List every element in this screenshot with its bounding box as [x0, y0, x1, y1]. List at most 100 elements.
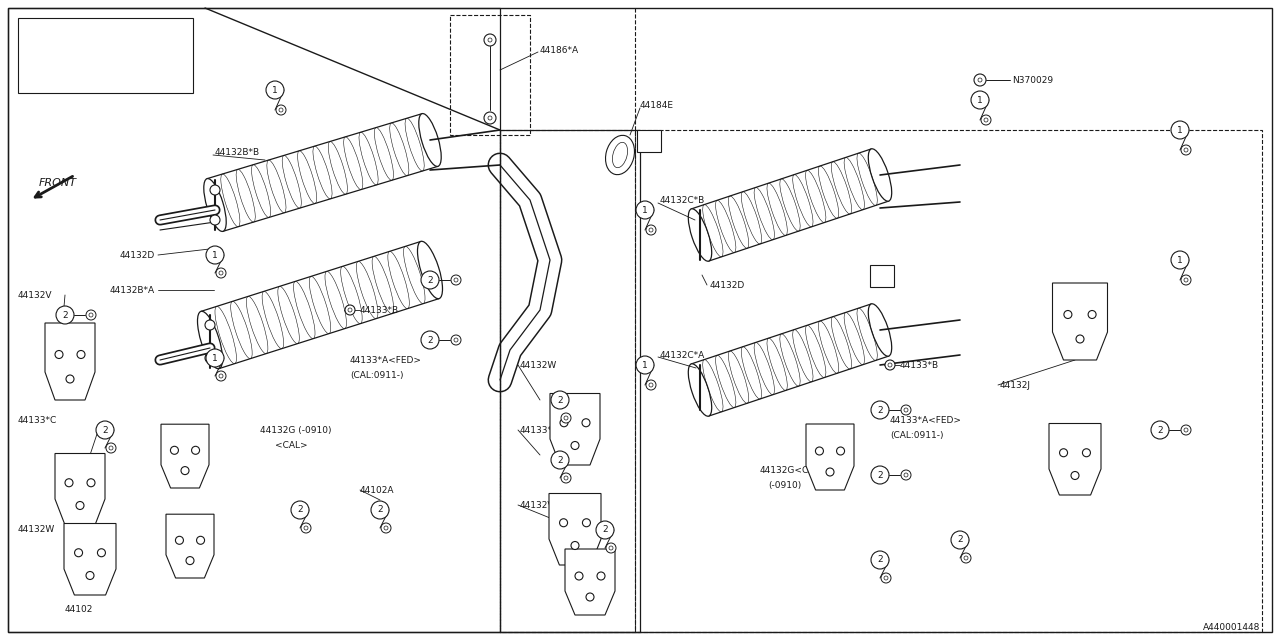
- Circle shape: [219, 374, 223, 378]
- Text: 1: 1: [212, 353, 218, 362]
- Circle shape: [90, 313, 93, 317]
- Text: 2: 2: [957, 536, 963, 545]
- Text: 2: 2: [877, 556, 883, 564]
- Text: 44132G<CAL>: 44132G<CAL>: [760, 465, 828, 474]
- Circle shape: [1181, 425, 1190, 435]
- Circle shape: [964, 556, 968, 560]
- Circle shape: [901, 405, 911, 415]
- Circle shape: [28, 29, 44, 45]
- Circle shape: [67, 375, 74, 383]
- Circle shape: [974, 74, 986, 86]
- Circle shape: [571, 541, 579, 550]
- Circle shape: [1181, 275, 1190, 285]
- Text: 2: 2: [877, 470, 883, 479]
- Text: 44102: 44102: [65, 605, 93, 614]
- Circle shape: [870, 401, 890, 419]
- Text: 44184E: 44184E: [640, 100, 675, 109]
- Circle shape: [636, 356, 654, 374]
- Circle shape: [961, 553, 972, 563]
- Ellipse shape: [419, 113, 442, 166]
- Text: 44132D: 44132D: [120, 250, 155, 259]
- Circle shape: [210, 215, 220, 225]
- Text: 44132D: 44132D: [710, 280, 745, 289]
- Circle shape: [55, 351, 63, 358]
- Polygon shape: [64, 524, 116, 595]
- Circle shape: [884, 360, 895, 370]
- Circle shape: [197, 536, 205, 544]
- Ellipse shape: [689, 364, 712, 416]
- Polygon shape: [550, 394, 600, 465]
- Circle shape: [451, 275, 461, 285]
- Circle shape: [219, 271, 223, 275]
- Circle shape: [646, 380, 657, 390]
- Circle shape: [106, 443, 116, 453]
- Circle shape: [484, 34, 497, 46]
- Polygon shape: [1050, 424, 1101, 495]
- Circle shape: [74, 548, 83, 557]
- Text: 44132C*A: 44132C*A: [660, 351, 705, 360]
- Text: 2: 2: [602, 525, 608, 534]
- Circle shape: [97, 548, 105, 557]
- Text: (CAL:0911-): (CAL:0911-): [349, 371, 403, 380]
- Circle shape: [978, 78, 982, 82]
- Text: 1: 1: [643, 205, 648, 214]
- Circle shape: [186, 557, 195, 564]
- Circle shape: [561, 419, 568, 427]
- Text: 44132G (-0910): 44132G (-0910): [260, 426, 332, 435]
- Circle shape: [1184, 428, 1188, 432]
- Circle shape: [582, 419, 590, 427]
- Text: 1: 1: [33, 32, 38, 41]
- Circle shape: [216, 371, 227, 381]
- Text: 44133*B: 44133*B: [900, 360, 940, 369]
- Circle shape: [870, 551, 890, 569]
- Circle shape: [65, 479, 73, 487]
- Ellipse shape: [689, 209, 712, 261]
- Text: 44133*C: 44133*C: [520, 426, 559, 435]
- Circle shape: [571, 442, 579, 449]
- Circle shape: [56, 306, 74, 324]
- Bar: [500, 130, 1262, 632]
- Circle shape: [1071, 472, 1079, 479]
- Circle shape: [1184, 148, 1188, 152]
- Circle shape: [596, 572, 605, 580]
- Text: 1: 1: [1178, 255, 1183, 264]
- Circle shape: [980, 115, 991, 125]
- Circle shape: [454, 338, 458, 342]
- Text: 44102A: 44102A: [360, 486, 394, 495]
- Text: 2: 2: [33, 70, 38, 79]
- Bar: [451, 15, 530, 135]
- Text: 44132V: 44132V: [18, 291, 52, 300]
- Circle shape: [646, 225, 657, 235]
- Circle shape: [561, 473, 571, 483]
- Circle shape: [76, 502, 84, 509]
- Circle shape: [77, 351, 84, 358]
- Circle shape: [1076, 335, 1084, 343]
- Text: 1: 1: [212, 250, 218, 259]
- Circle shape: [582, 519, 590, 527]
- Circle shape: [348, 308, 352, 312]
- Text: 44132B*A: 44132B*A: [110, 285, 155, 294]
- Circle shape: [649, 228, 653, 232]
- Text: 2: 2: [877, 406, 883, 415]
- Circle shape: [1064, 310, 1071, 319]
- Circle shape: [904, 408, 908, 412]
- Circle shape: [951, 531, 969, 549]
- Text: 2: 2: [102, 426, 108, 435]
- Text: 2: 2: [428, 335, 433, 344]
- Text: 2: 2: [557, 456, 563, 465]
- Circle shape: [1083, 449, 1091, 457]
- Polygon shape: [1052, 283, 1107, 360]
- Circle shape: [1088, 310, 1096, 319]
- Circle shape: [870, 466, 890, 484]
- Circle shape: [192, 446, 200, 454]
- Circle shape: [175, 536, 183, 544]
- Circle shape: [276, 105, 285, 115]
- Circle shape: [1184, 278, 1188, 282]
- Circle shape: [561, 413, 571, 423]
- Circle shape: [984, 118, 988, 122]
- Text: 0238S: 0238S: [63, 69, 99, 79]
- Text: 2: 2: [297, 506, 303, 515]
- Circle shape: [109, 446, 113, 450]
- Circle shape: [888, 363, 892, 367]
- Circle shape: [649, 383, 653, 387]
